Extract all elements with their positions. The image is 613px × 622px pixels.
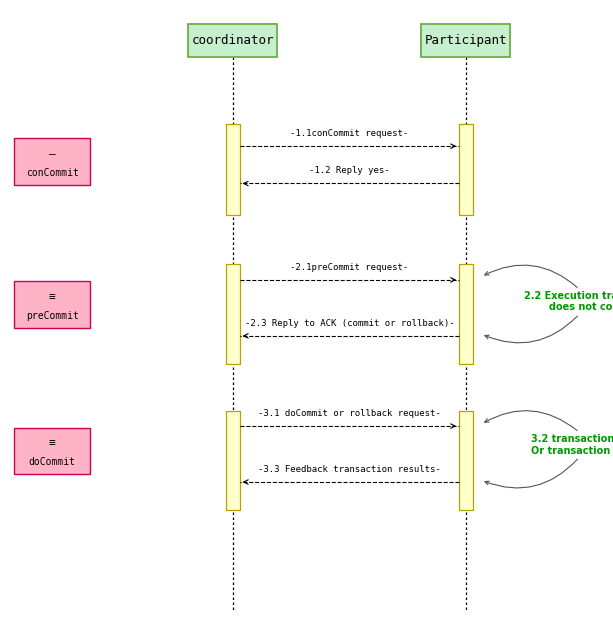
FancyBboxPatch shape	[14, 281, 91, 328]
FancyBboxPatch shape	[459, 124, 473, 215]
FancyBboxPatch shape	[189, 24, 277, 57]
Text: -1.2 Reply yes-: -1.2 Reply yes-	[309, 167, 390, 175]
Text: -3.3 Feedback transaction results-: -3.3 Feedback transaction results-	[258, 465, 441, 474]
Text: 2.2 Execution transaction
does not commit: 2.2 Execution transaction does not commi…	[524, 291, 613, 312]
Text: coordinator: coordinator	[192, 34, 274, 47]
Text: 3.2 transaction commit
Or transaction rollback: 3.2 transaction commit Or transaction ro…	[531, 434, 613, 455]
Text: doCommit: doCommit	[29, 457, 75, 467]
FancyBboxPatch shape	[226, 411, 240, 510]
Text: -2.1preCommit request-: -2.1preCommit request-	[291, 263, 408, 272]
Text: preCommit: preCommit	[26, 311, 78, 321]
Text: -3.1 doCommit or rollback request-: -3.1 doCommit or rollback request-	[258, 409, 441, 418]
FancyBboxPatch shape	[459, 264, 473, 364]
Text: —: —	[48, 149, 56, 159]
FancyBboxPatch shape	[14, 428, 91, 474]
FancyBboxPatch shape	[226, 124, 240, 215]
Text: conCommit: conCommit	[26, 168, 78, 178]
Text: ≡: ≡	[48, 292, 56, 302]
FancyBboxPatch shape	[14, 139, 91, 185]
FancyBboxPatch shape	[226, 264, 240, 364]
Text: -2.3 Reply to ACK (commit or rollback)-: -2.3 Reply to ACK (commit or rollback)-	[245, 319, 454, 328]
Text: Participant: Participant	[425, 34, 507, 47]
Text: -1.1conCommit request-: -1.1conCommit request-	[291, 129, 408, 138]
FancyBboxPatch shape	[422, 24, 510, 57]
FancyBboxPatch shape	[459, 411, 473, 510]
Text: ≡: ≡	[48, 439, 56, 448]
